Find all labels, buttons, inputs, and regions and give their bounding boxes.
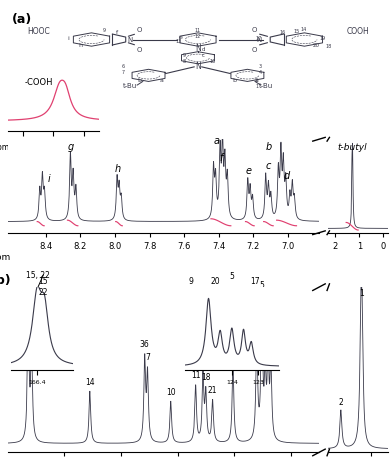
Text: N: N: [257, 37, 262, 43]
Text: 3
4: 3 4: [259, 64, 262, 74]
Text: a: a: [160, 78, 164, 83]
Text: 2
1: 2 1: [255, 78, 258, 89]
Text: 2: 2: [339, 398, 343, 407]
Text: 20: 20: [312, 43, 319, 48]
Text: 9: 9: [103, 28, 106, 33]
Text: d
c: d c: [202, 47, 205, 58]
Text: 18: 18: [201, 373, 211, 382]
Text: 10: 10: [166, 388, 176, 397]
Text: 12: 12: [266, 342, 276, 351]
Text: b: b: [137, 78, 141, 83]
Text: 15, 22: 15, 22: [26, 271, 50, 280]
Text: b: b: [232, 78, 236, 83]
Text: O: O: [136, 27, 142, 33]
Text: 13: 13: [228, 352, 238, 361]
Text: 19: 19: [198, 357, 208, 366]
Text: 11: 11: [191, 371, 200, 380]
Text: 7: 7: [145, 353, 150, 362]
Text: 1: 1: [359, 289, 363, 298]
Text: e: e: [245, 166, 251, 176]
Text: i: i: [67, 36, 69, 41]
Text: 10: 10: [209, 58, 216, 64]
Text: N: N: [195, 62, 201, 71]
Text: 11
12: 11 12: [195, 28, 201, 39]
Text: a: a: [214, 136, 220, 146]
Text: 21: 21: [208, 386, 218, 395]
Text: 18: 18: [325, 44, 332, 49]
Text: N: N: [128, 37, 133, 43]
Text: O: O: [136, 47, 142, 53]
Text: 8: 8: [263, 346, 268, 355]
Text: 16: 16: [280, 30, 286, 35]
Text: 36: 36: [140, 340, 150, 349]
Text: a: a: [255, 78, 259, 83]
Text: (b): (b): [0, 274, 11, 287]
Text: 6
7: 6 7: [122, 64, 125, 74]
Text: f: f: [220, 153, 223, 163]
Text: e: e: [179, 35, 183, 40]
Text: N: N: [195, 44, 201, 53]
Text: 4: 4: [254, 319, 259, 327]
Text: 14: 14: [85, 378, 95, 387]
Text: h: h: [115, 164, 121, 174]
Text: 17: 17: [255, 36, 261, 41]
Text: 13: 13: [175, 38, 181, 43]
Text: i: i: [48, 174, 51, 184]
Text: 5: 5: [260, 281, 264, 290]
Text: d: d: [284, 171, 290, 181]
Text: 15: 15: [293, 29, 299, 34]
Text: (a): (a): [12, 13, 32, 26]
Text: g: g: [68, 142, 74, 152]
Text: t-butyl: t-butyl: [338, 143, 367, 152]
Text: COOH: COOH: [346, 27, 369, 36]
Text: 16: 16: [263, 328, 273, 337]
Text: c: c: [265, 161, 270, 171]
Text: O: O: [252, 47, 257, 53]
Text: h: h: [78, 43, 82, 48]
Text: b: b: [265, 142, 271, 152]
Text: 19: 19: [319, 36, 326, 41]
Text: 14: 14: [301, 27, 307, 32]
X-axis label: ppm: ppm: [0, 253, 10, 262]
Text: O: O: [252, 27, 257, 33]
Text: -COOH: -COOH: [25, 290, 50, 299]
Text: 9
8: 9 8: [183, 53, 186, 64]
Text: f: f: [116, 30, 118, 35]
Text: t-Bu: t-Bu: [259, 83, 274, 89]
Text: t-Bu: t-Bu: [122, 83, 137, 89]
Text: HOOC: HOOC: [27, 27, 50, 36]
